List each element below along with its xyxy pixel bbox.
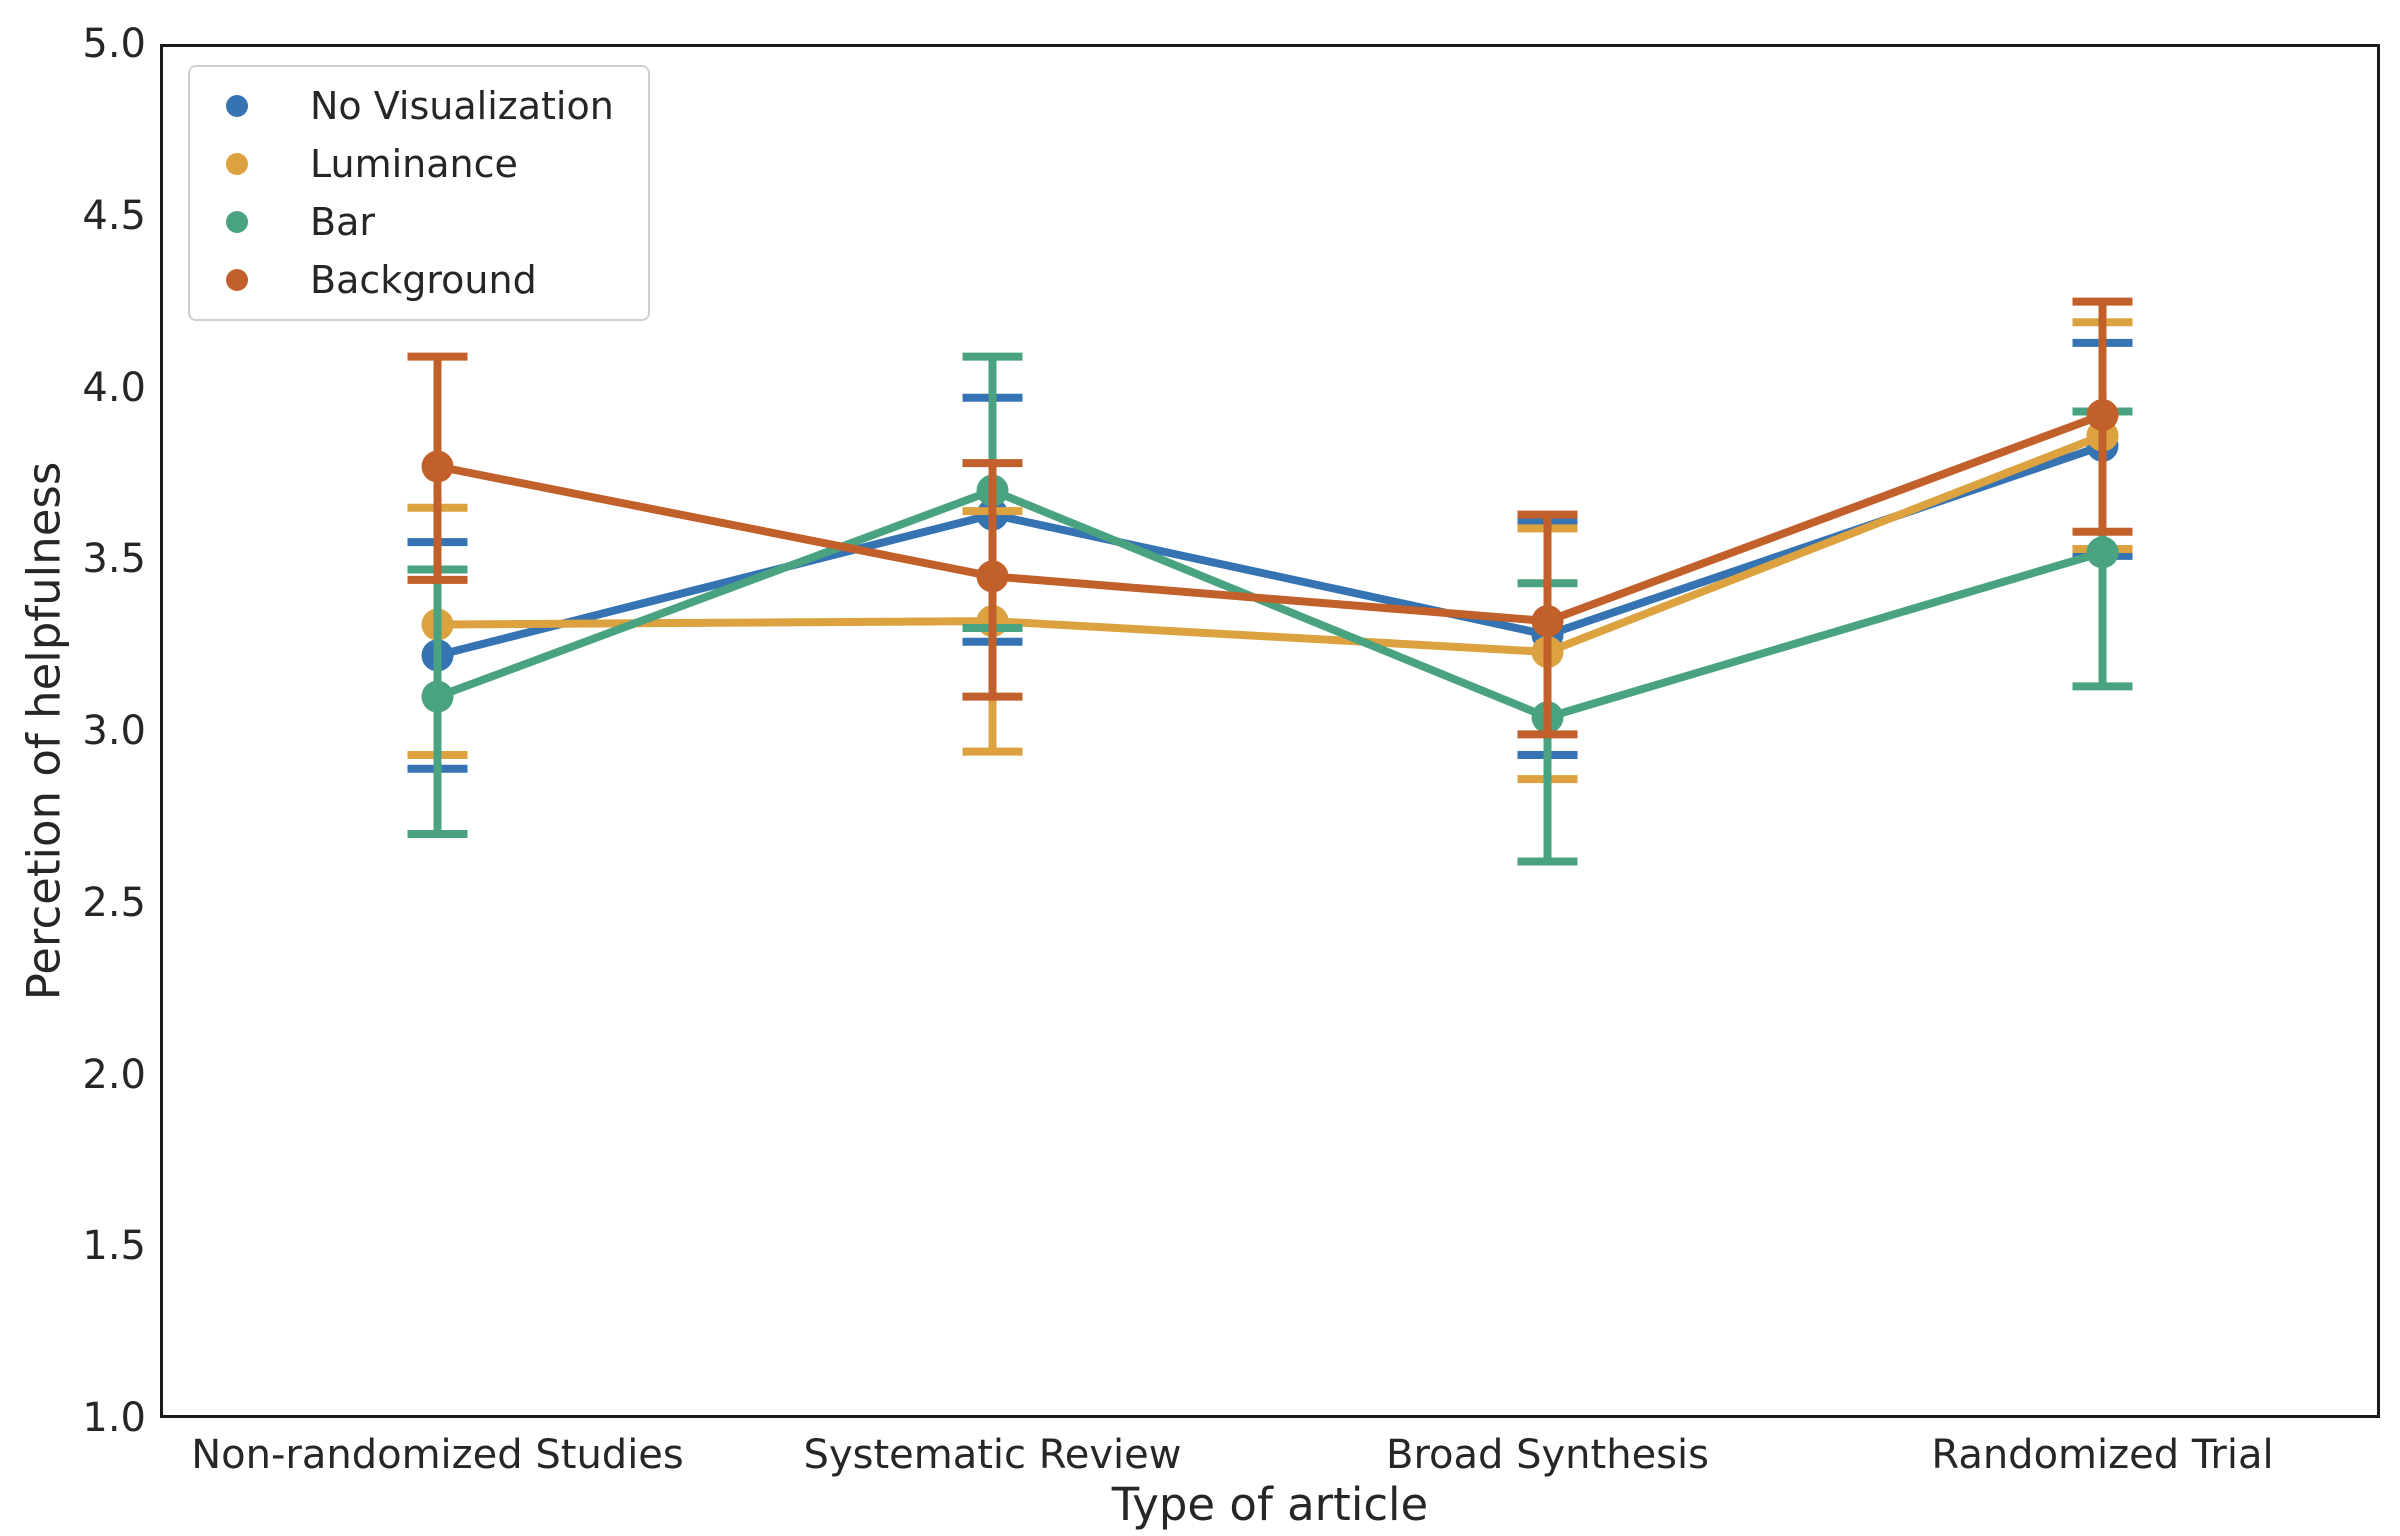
x-tick-label: Systematic Review [803,1432,1182,1478]
data-point [2086,536,2119,569]
legend-item-no-visualization: No Visualization [226,77,614,135]
y-tick-label: 1.0 [82,1395,146,1441]
legend-marker-icon [226,153,248,175]
legend-marker-icon [226,95,248,117]
data-point [1531,605,1564,638]
series-line [436,486,2104,722]
y-tick-label: 2.5 [82,879,146,926]
x-tick-label: Non-randomized Studies [191,1432,684,1478]
series-line [437,431,2104,657]
data-point [421,450,454,483]
x-axis-title: Type of article [1111,1478,1429,1531]
legend-item-bar: Bar [226,193,614,251]
legend-item-luminance: Luminance [226,135,614,193]
legend-item-label: No Visualization [310,84,614,128]
legend-item-label: Background [310,258,537,302]
series-bar [407,352,2133,866]
legend-item-background: Background [226,251,614,309]
y-tick-label: 1.5 [82,1223,146,1270]
series-no-visualization [407,338,2133,773]
y-tick-label: 2.0 [82,1051,146,1098]
series-line [436,411,2104,626]
chart-canvas [160,44,2380,1418]
plot-area: No Visualization Luminance Bar Background [160,44,2380,1418]
plot-border [160,44,2380,1418]
data-point [2086,398,2119,431]
data-point [421,680,454,713]
data-point [976,560,1009,593]
legend-marker-icon [226,269,248,291]
y-tick-label: 3.0 [82,708,146,754]
series-background [407,297,2133,739]
y-tick-label: 3.5 [82,536,146,583]
legend-item-label: Luminance [310,142,518,186]
legend-box: No Visualization Luminance Bar Background [188,65,650,321]
y-tick-label: 4.5 [82,192,146,239]
x-tick-label: Broad Synthesis [1386,1432,1709,1478]
y-tick-label: 4.0 [82,364,146,411]
y-tick-label: 5.0 [82,21,146,67]
legend-marker-icon [226,211,248,233]
x-tick-label: Randomized Trial [1931,1432,2274,1478]
legend-item-label: Bar [310,200,375,244]
series-luminance [407,318,2133,784]
